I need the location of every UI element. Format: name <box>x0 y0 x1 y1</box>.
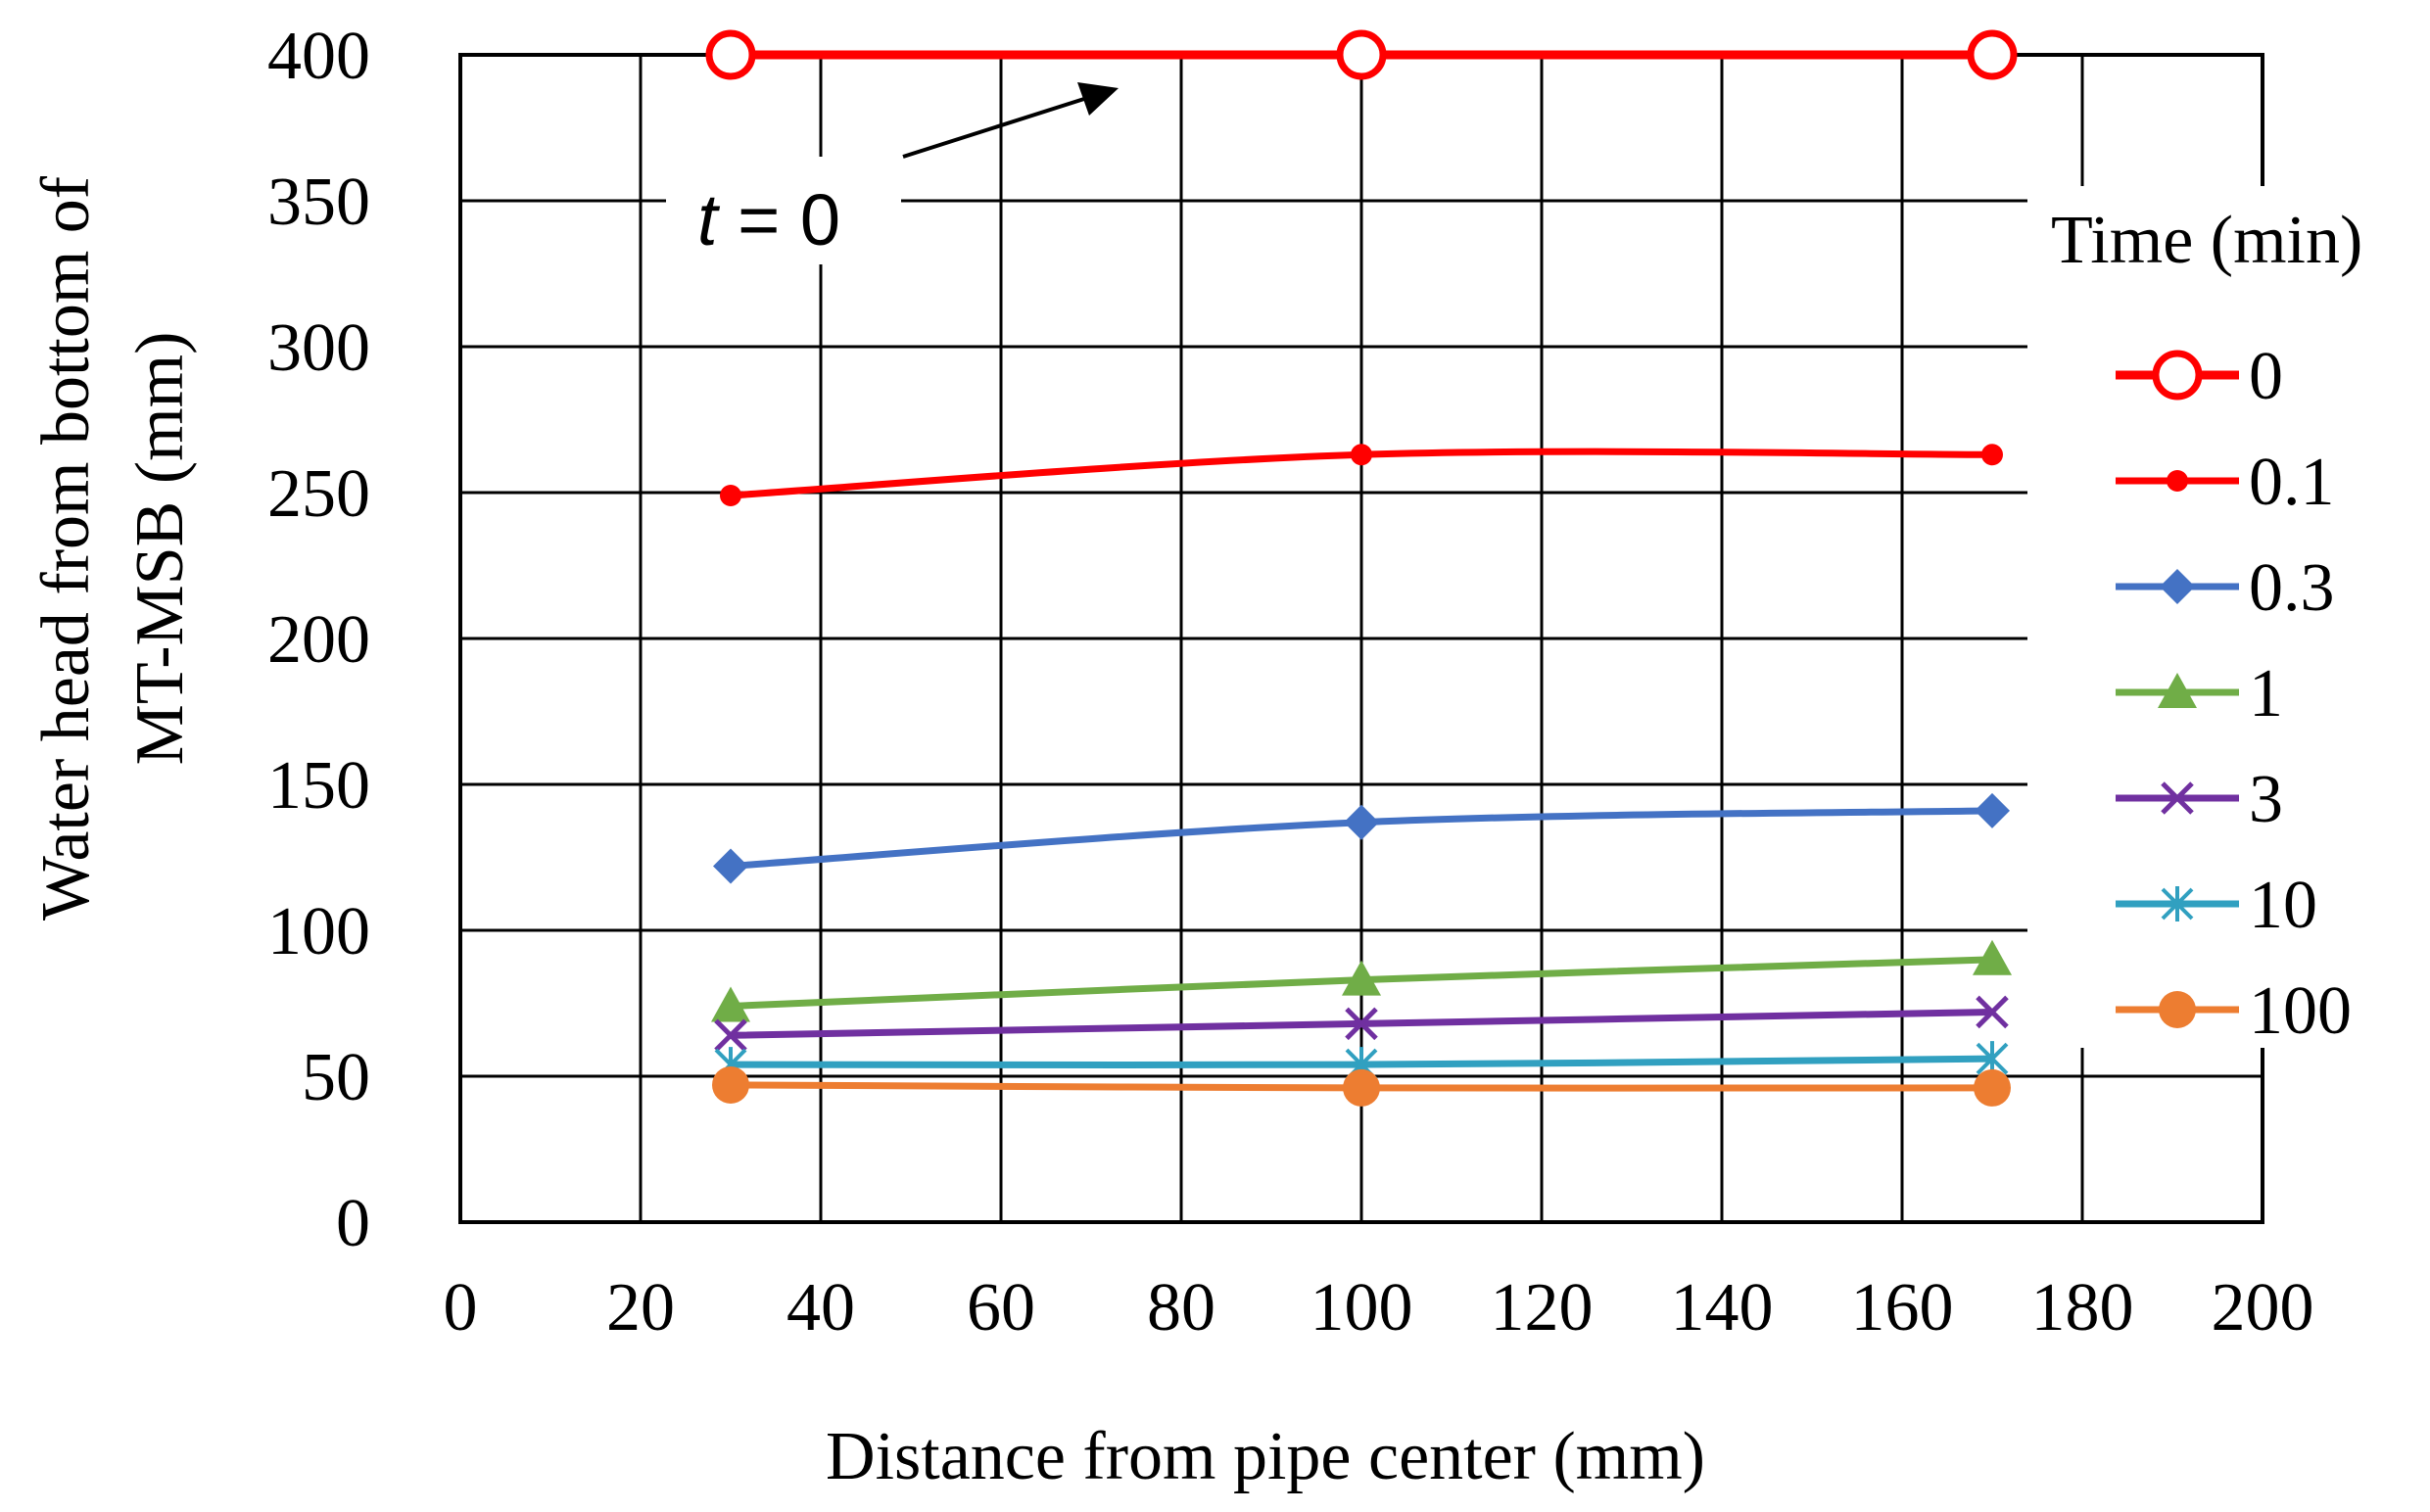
y-axis-tick-labels: 0 50 100 150 200 250 300 350 400 <box>267 19 370 1261</box>
x-tick-label: 200 <box>2212 1270 2314 1346</box>
legend-label: 10 <box>2249 868 2317 943</box>
triangle-marker <box>1342 960 1381 996</box>
annotation-label-italic: t <box>697 179 721 260</box>
dot-marker <box>2167 470 2188 492</box>
diamond-marker <box>713 848 748 884</box>
legend-label: 0 <box>2249 339 2283 414</box>
series-0 <box>705 29 2018 80</box>
x-tick-label: 140 <box>1671 1270 1774 1346</box>
legend-label: 100 <box>2249 973 2352 1049</box>
y-tick-label: 150 <box>267 748 370 824</box>
dot-marker <box>1351 444 1372 466</box>
series-0-3 <box>713 792 2010 884</box>
annotation-label: t = 0 <box>697 179 840 260</box>
star-marker <box>2161 886 2194 921</box>
diamond-marker <box>2160 569 2195 604</box>
open-circle-marker <box>1336 29 1387 80</box>
series-100 <box>712 1065 2011 1107</box>
x-axis-title: Distance from pipe center (mm) <box>826 1419 1705 1494</box>
x-marker <box>1345 1007 1378 1041</box>
legend-label: 3 <box>2249 762 2283 837</box>
x-tick-label: 60 <box>967 1270 1035 1346</box>
legend-item: 100 <box>2116 973 2352 1049</box>
diamond-marker <box>1975 792 2010 828</box>
y-tick-label: 200 <box>267 602 370 678</box>
x-tick-label: 100 <box>1310 1270 1413 1346</box>
x-marker <box>714 1018 747 1053</box>
legend-item: 3 <box>2116 762 2283 837</box>
filled-circle-marker <box>1343 1068 1380 1107</box>
legend-item: 0.1 <box>2116 445 2335 520</box>
legend-label: 0.3 <box>2249 550 2335 626</box>
filled-circle-marker <box>2159 991 2196 1028</box>
diamond-marker <box>1344 804 1379 840</box>
data-series <box>705 29 2018 1107</box>
y-tick-label: 0 <box>336 1186 370 1261</box>
open-circle-marker <box>2152 350 2203 401</box>
legend-items: 0 0.1 0.3 1 3 10 100 <box>2116 339 2352 1049</box>
y-tick-label: 400 <box>267 19 370 94</box>
x-tick-label: 180 <box>2031 1270 2134 1346</box>
x-marker <box>1976 995 2009 1029</box>
y-tick-label: 350 <box>267 165 370 240</box>
open-circle-marker <box>705 29 756 80</box>
legend-item: 10 <box>2116 868 2317 943</box>
legend-background <box>2027 186 2430 1048</box>
open-circle-marker <box>1967 29 2018 80</box>
annotation-label-rest: = 0 <box>718 179 841 260</box>
x-tick-label: 0 <box>444 1270 478 1346</box>
y-tick-label: 250 <box>267 456 370 532</box>
x-marker <box>2161 781 2194 815</box>
legend-label: 0.1 <box>2249 445 2335 520</box>
annotation-arrow-shaft <box>902 96 1088 159</box>
x-axis-tick-labels: 0 20 40 60 80 100 120 140 160 180 200 <box>444 1270 2314 1346</box>
y-tick-label: 300 <box>267 310 370 386</box>
y-tick-label: 50 <box>302 1040 370 1115</box>
x-tick-label: 160 <box>1851 1270 1954 1346</box>
series-0-1 <box>720 444 2003 506</box>
t0-annotation: t = 0 <box>666 82 1119 264</box>
y-axis-title: Water head from bottom of MT-MSB (mm) <box>28 175 198 921</box>
legend-item: 0.3 <box>2116 550 2335 626</box>
series-1 <box>711 939 2012 1022</box>
legend-label: 1 <box>2249 656 2283 732</box>
legend: Time (min) 0 0.1 0.3 1 3 10 100 <box>2027 186 2430 1049</box>
y-axis-title-line-2: MT-MSB (mm) <box>122 332 198 766</box>
series-3 <box>714 995 2009 1053</box>
x-tick-label: 120 <box>1491 1270 1594 1346</box>
filled-circle-marker <box>1974 1068 2011 1107</box>
filled-circle-marker <box>712 1065 749 1104</box>
legend-item: 1 <box>2116 656 2283 732</box>
triangle-marker <box>2158 673 2197 708</box>
annotation-arrow-head <box>1077 82 1119 116</box>
y-axis-title-line-1: Water head from bottom of <box>28 175 104 921</box>
annotation-background <box>666 157 901 264</box>
triangle-marker <box>711 986 750 1022</box>
x-tick-label: 80 <box>1147 1270 1215 1346</box>
x-tick-label: 40 <box>786 1270 855 1346</box>
y-tick-label: 100 <box>267 894 370 969</box>
dot-marker <box>1981 444 2003 466</box>
dot-marker <box>720 484 741 506</box>
legend-item: 0 <box>2116 339 2283 414</box>
triangle-marker <box>1973 939 2012 975</box>
x-tick-label: 20 <box>606 1270 675 1346</box>
legend-title: Time (min) <box>2051 203 2362 278</box>
